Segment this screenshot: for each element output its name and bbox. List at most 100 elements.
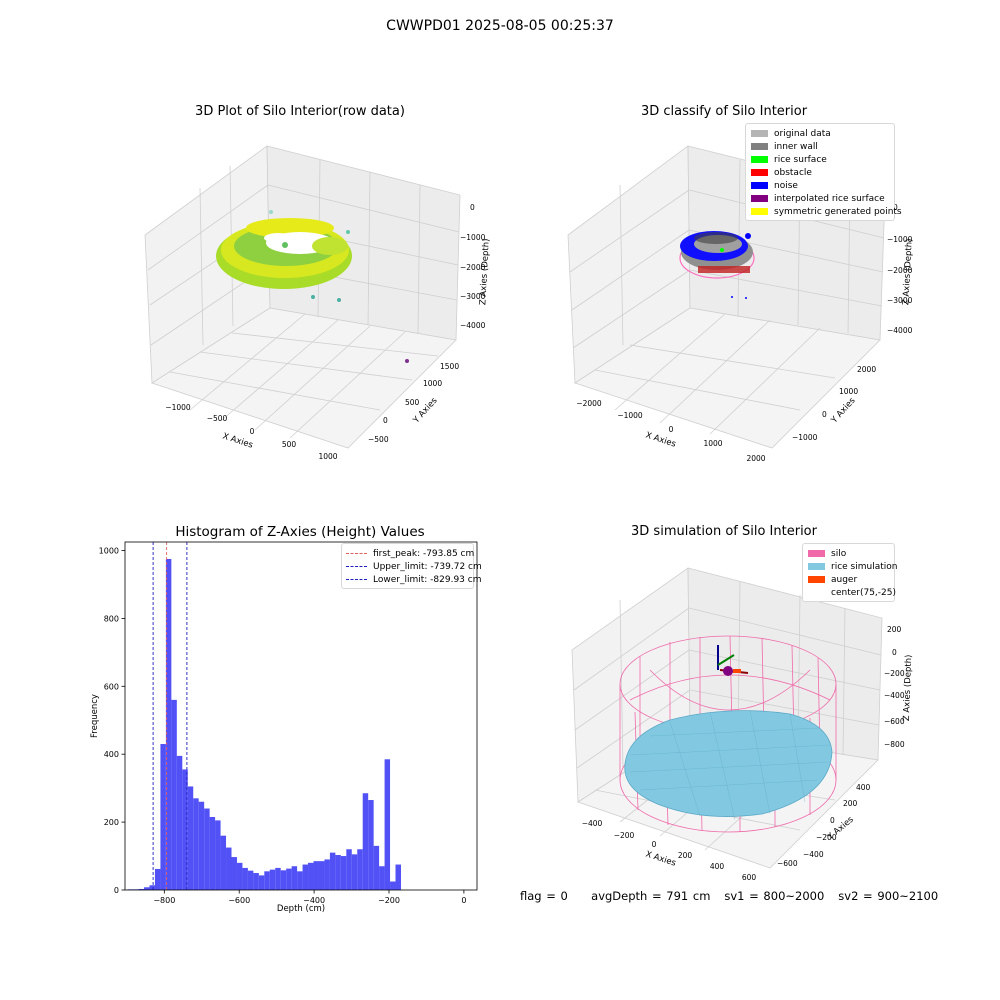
histogram-bar <box>313 861 319 890</box>
raw-z-tick: −4000 <box>460 321 486 330</box>
histogram-bar <box>231 857 237 890</box>
histogram-legend-line <box>346 579 367 580</box>
raw-z-label: Z Axies (Depth) <box>478 238 491 305</box>
sim-legend-label: auger <box>831 574 858 585</box>
histogram-bar <box>390 881 396 890</box>
histogram-x-tick: −200 <box>378 896 400 905</box>
classify-legend-entry: obstacle <box>751 166 889 179</box>
raw-y-tick: 1000 <box>423 379 442 388</box>
classify-x-tick: 1000 <box>703 439 722 448</box>
sim-y-tick: −600 <box>777 859 798 868</box>
histogram-bar <box>297 871 303 890</box>
histogram-legend-entry: Lower_limit: -829.93 cm <box>346 573 481 586</box>
sim-legend-swatch <box>808 550 825 557</box>
sim-legend-label: center(75,-25) <box>831 587 896 598</box>
histogram-bar <box>182 769 188 890</box>
classify-legend-label: noise <box>774 180 798 191</box>
sim-x-tick: 600 <box>742 873 757 882</box>
histogram-y-tick: 600 <box>104 682 119 691</box>
classify-plot-title: 3D classify of Silo Interior <box>640 104 808 119</box>
sim-legend-entry: silo <box>808 547 889 560</box>
raw-z-tick: 0 <box>470 203 475 212</box>
sim-y-tick: 0 <box>830 816 835 825</box>
histogram-legend-entry: Upper_limit: -739.72 cm <box>346 560 482 573</box>
histogram-bar <box>384 759 391 890</box>
raw-y-tick: 0 <box>383 416 388 425</box>
histogram-bar <box>226 847 232 890</box>
classify-legend-swatch <box>751 208 768 215</box>
histogram-bar <box>176 755 183 890</box>
raw-z-tick: −1000 <box>460 233 486 242</box>
histogram-bar <box>138 888 145 890</box>
histogram-y-tick: 1000 <box>99 546 119 555</box>
sim-z-tick: 0 <box>892 648 897 657</box>
classify-legend-label: original data <box>774 128 831 139</box>
histogram-x-tick: −800 <box>153 896 175 905</box>
classify-legend-label: symmetric generated points <box>774 206 902 217</box>
sim-x-tick: 0 <box>652 840 657 849</box>
sim-x-tick: 400 <box>710 862 725 871</box>
histogram-bar <box>165 558 172 890</box>
histogram-bar <box>236 862 243 890</box>
classify-y-tick: 2000 <box>857 365 876 374</box>
sim-z-tick: −400 <box>884 691 905 700</box>
classify-z-tick: −3000 <box>887 296 913 305</box>
histogram-x-tick: −600 <box>228 896 250 905</box>
sim-y-tick: 200 <box>843 799 858 808</box>
simulation-plot-title: 3D simulation of Silo Interior <box>631 524 817 539</box>
classify-legend-label: obstacle <box>774 167 812 178</box>
histogram-bar <box>324 859 330 890</box>
classify-z-tick: −4000 <box>887 326 913 335</box>
sim-x-tick: −400 <box>582 819 603 828</box>
histogram-bar <box>351 854 358 890</box>
histogram-y-tick: 400 <box>104 750 119 759</box>
sv1-value: sv1 = 800~2000 <box>724 889 825 903</box>
histogram-bar <box>362 793 369 890</box>
classify-x-tick: −2000 <box>576 399 602 408</box>
classify-z-tick: −1000 <box>887 235 913 244</box>
sim-x-tick: 200 <box>678 851 693 860</box>
classify-legend-swatch <box>751 182 768 189</box>
raw-3d-plot: −1000 −500 0 500 1000 −500 0 500 1000 15… <box>144 145 492 461</box>
histogram-legend-label: first_peak: -793.85 cm <box>373 548 475 559</box>
sim-y-tick: −400 <box>803 850 824 859</box>
classify-z-tick: −2000 <box>887 266 913 275</box>
sim-y-tick: 400 <box>856 783 871 792</box>
classify-legend-entry: symmetric generated points <box>751 205 902 218</box>
histogram-legend-entry: first_peak: -793.85 cm <box>346 547 474 560</box>
classify-legend-swatch <box>751 169 768 176</box>
classify-legend-label: rice surface <box>774 154 827 165</box>
histogram-frame <box>124 541 478 891</box>
histogram-x-tick: −400 <box>303 896 325 905</box>
histogram-bar <box>215 820 221 890</box>
histogram-bar <box>187 786 194 890</box>
sim-z-tick: −200 <box>884 669 905 678</box>
classify-x-tick: 2000 <box>746 454 765 463</box>
histogram-bar <box>171 699 177 890</box>
classify-legend-entry: noise <box>751 179 889 192</box>
classify-z-tick: 0 <box>893 203 898 212</box>
histogram-x-label: Depth (cm) <box>277 904 325 914</box>
sim-legend-entry: auger <box>808 573 889 586</box>
histogram-legend: first_peak: -793.85 cm Upper_limit: -739.… <box>341 543 482 589</box>
classify-3d-plot: −2000 −1000 0 1000 2000 −1000 0 1000 200… <box>567 145 915 463</box>
simulation-legend: silo rice simulation auger center(75,-25) <box>802 543 897 602</box>
raw-plot-title: 3D Plot of Silo Interior(row data) <box>195 104 405 119</box>
histogram-bar <box>149 885 155 890</box>
sim-z-tick: 200 <box>887 625 902 634</box>
classify-legend-swatch <box>751 143 768 150</box>
sim-legend-swatch <box>808 576 825 583</box>
histogram-bar <box>368 800 374 890</box>
histogram-chart: −800 −600 −400 −200 0 0 200 400 600 800 1000 Dept… <box>90 541 478 914</box>
histogram-legend-line <box>346 566 367 567</box>
raw-y-tick: −500 <box>368 435 389 444</box>
histogram-y-tick: 200 <box>104 818 119 827</box>
classify-y-label: Y Axies <box>829 395 858 426</box>
histogram-bar <box>373 845 380 890</box>
histogram-y-label: Frequency <box>90 694 100 738</box>
sim-z-tick: −600 <box>884 717 905 726</box>
histogram-bar <box>264 871 270 890</box>
classify-legend-entry: interpolated rice surface <box>751 192 889 205</box>
classify-legend-label: interpolated rice surface <box>774 193 885 204</box>
simulation-3d-plot: −400 −200 0 200 400 600 −600 −400 −200 0… <box>571 567 914 882</box>
